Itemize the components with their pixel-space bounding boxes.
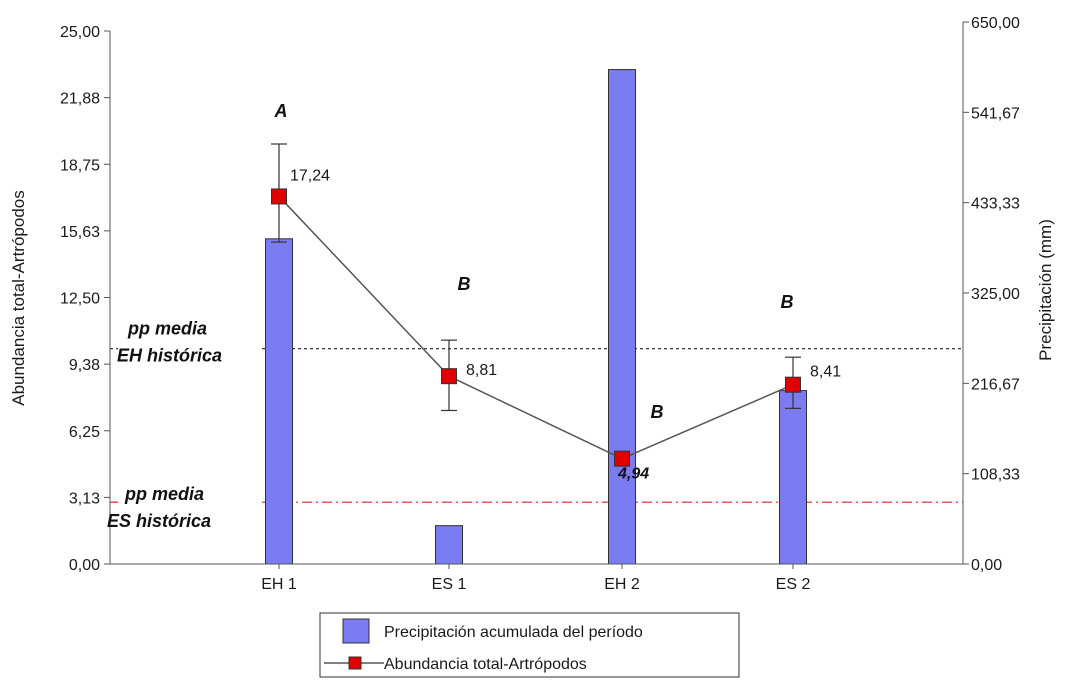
legend-marker-swatch	[348, 656, 362, 670]
x-tick-label: EH 1	[261, 576, 297, 593]
left-tick-label: 15,63	[60, 224, 100, 241]
left-tick-label: 0,00	[69, 557, 100, 574]
right-axis-title: Precipitación (mm)	[1036, 219, 1055, 361]
group-letter: B	[458, 274, 471, 294]
reference-label-line1-0: pp media	[127, 319, 207, 339]
left-tick-label: 18,75	[60, 157, 100, 174]
right-tick-label: 650,00	[971, 15, 1020, 32]
bar-es-2	[779, 390, 807, 565]
legend-bar-swatch	[342, 618, 370, 644]
legend-line-label: Abundancia total-Artrópodos	[384, 656, 587, 673]
right-tick-label: 216,67	[971, 376, 1020, 393]
left-tick-label: 3,13	[69, 490, 100, 507]
x-tick-label: ES 2	[776, 576, 811, 593]
line-series-layer	[271, 143, 801, 467]
legend: Precipitación acumulada del período Abun…	[319, 612, 740, 678]
left-tick-label: 21,88	[60, 91, 100, 108]
bars-layer	[265, 69, 807, 565]
abundance-point	[785, 376, 801, 393]
value-label: 8,81	[466, 362, 497, 379]
group-letter: B	[781, 292, 794, 312]
reference-label-line1-1: pp media	[124, 484, 204, 504]
bar-es-1	[435, 525, 463, 565]
abundance-point	[271, 188, 287, 205]
ticks-layer: 0,00 3,13 6,25 9,38 12,50 15,63 18,75 21,88 25,0…	[60, 15, 1020, 593]
right-tick-label: 541,67	[971, 105, 1020, 122]
axes-layer	[109, 22, 964, 565]
legend-box	[319, 612, 740, 678]
value-label: 4,94	[617, 466, 649, 483]
left-tick-label: 25,00	[60, 24, 100, 41]
group-letter: A	[274, 101, 288, 121]
reference-label-line2-1: ES histórica	[107, 511, 211, 531]
right-tick-label: 325,00	[971, 286, 1020, 303]
value-label: 17,24	[290, 167, 330, 184]
value-label: 8,41	[810, 364, 841, 381]
right-tick-label: 0,00	[971, 557, 1002, 574]
abundance-line	[278, 195, 794, 460]
legend-bar-label: Precipitación acumulada del período	[384, 624, 643, 641]
labels-layer: pp media EH histórica pp media ES histórica…	[107, 101, 841, 531]
bar-eh-2	[608, 69, 636, 565]
right-tick-label: 108,33	[971, 467, 1020, 484]
abundance-point	[614, 450, 630, 467]
left-axis-title: Abundancia total-Artrópodos	[9, 190, 28, 405]
x-tick-label: EH 2	[604, 576, 640, 593]
left-tick-label: 12,50	[60, 291, 100, 308]
abundance-point	[441, 368, 457, 385]
bar-eh-1	[265, 238, 293, 565]
right-tick-label: 433,33	[971, 196, 1020, 213]
left-tick-label: 6,25	[69, 424, 100, 441]
reference-label-line2-0: EH histórica	[117, 346, 222, 366]
left-tick-label: 9,38	[69, 357, 100, 374]
group-letter: B	[651, 402, 664, 422]
x-tick-label: ES 1	[432, 576, 467, 593]
